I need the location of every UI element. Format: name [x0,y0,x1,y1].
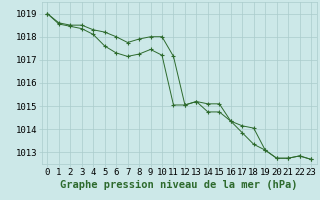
X-axis label: Graphe pression niveau de la mer (hPa): Graphe pression niveau de la mer (hPa) [60,180,298,190]
